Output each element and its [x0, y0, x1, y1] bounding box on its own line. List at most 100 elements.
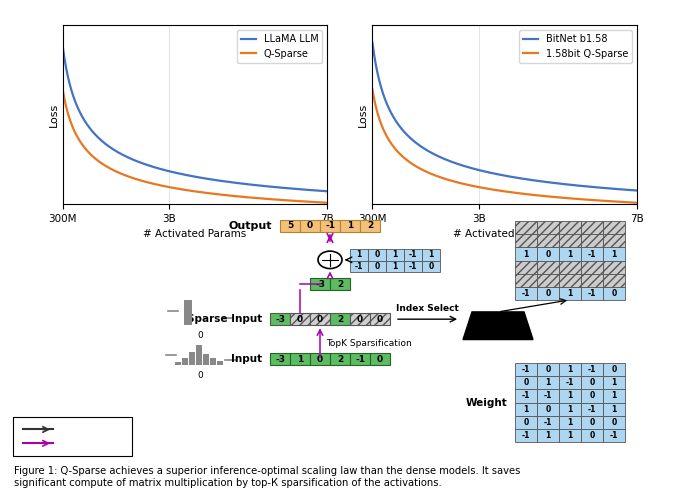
- Text: 0: 0: [546, 405, 551, 414]
- Bar: [515, 376, 537, 390]
- Bar: [603, 261, 625, 274]
- Bar: [559, 274, 581, 287]
- Bar: [581, 274, 603, 287]
- Text: 0: 0: [377, 314, 383, 324]
- Bar: [581, 429, 603, 442]
- Bar: [404, 249, 422, 261]
- Text: 0: 0: [317, 355, 323, 364]
- Bar: [603, 403, 625, 416]
- 1.58bit Q-Sparse: [525, 192, 534, 198]
- Text: -1: -1: [355, 355, 365, 364]
- Text: 1: 1: [393, 250, 397, 259]
- Text: -1: -1: [522, 392, 530, 401]
- Text: 1: 1: [567, 365, 573, 374]
- Bar: [581, 376, 603, 390]
- Text: 1: 1: [567, 405, 573, 414]
- Bar: [350, 261, 368, 272]
- Bar: [196, 345, 202, 365]
- Bar: [182, 358, 188, 365]
- Bar: [203, 354, 209, 365]
- LLaMA LLM: [58, 43, 67, 49]
- Bar: [300, 220, 320, 232]
- Q-Sparse: [58, 86, 67, 92]
- Bar: [581, 390, 603, 403]
- Bar: [360, 220, 380, 232]
- Bar: [603, 390, 625, 403]
- Line: LLaMA LLM: LLaMA LLM: [63, 46, 327, 191]
- Legend: LLaMA LLM, Q-Sparse: LLaMA LLM, Q-Sparse: [237, 30, 322, 62]
- Text: 0: 0: [523, 379, 529, 388]
- LLaMA LLM: [221, 178, 229, 184]
- Bar: [370, 313, 390, 326]
- Bar: [559, 416, 581, 429]
- Text: 0: 0: [590, 418, 594, 427]
- Bar: [537, 390, 559, 403]
- X-axis label: # Activated Params: # Activated Params: [143, 229, 246, 239]
- Text: 0: 0: [611, 289, 617, 298]
- Bar: [515, 234, 537, 247]
- Bar: [581, 234, 603, 247]
- Bar: [270, 313, 290, 326]
- LLaMA LLM: [323, 188, 331, 194]
- LLaMA LLM: [59, 49, 68, 55]
- Bar: [581, 363, 603, 376]
- LLaMA LLM: [216, 178, 224, 184]
- Text: 0: 0: [611, 365, 617, 374]
- Text: 0: 0: [307, 221, 313, 230]
- BitNet b1.58: [530, 177, 539, 183]
- Bar: [559, 234, 581, 247]
- Line: 1.58bit Q-Sparse: 1.58bit Q-Sparse: [372, 89, 637, 203]
- Text: 1: 1: [523, 405, 529, 414]
- Bar: [537, 403, 559, 416]
- Text: 1: 1: [393, 262, 397, 271]
- Bar: [603, 221, 625, 234]
- Text: 0: 0: [546, 289, 551, 298]
- Bar: [603, 376, 625, 390]
- Bar: [515, 403, 537, 416]
- Text: -1: -1: [355, 262, 363, 271]
- Text: 0: 0: [197, 371, 203, 380]
- Bar: [515, 287, 537, 300]
- Bar: [603, 274, 625, 287]
- Bar: [330, 353, 350, 365]
- Line: Q-Sparse: Q-Sparse: [63, 89, 327, 203]
- Text: -1: -1: [544, 392, 552, 401]
- Bar: [537, 416, 559, 429]
- Text: 0: 0: [428, 262, 434, 271]
- Bar: [603, 416, 625, 429]
- Bar: [515, 390, 537, 403]
- Bar: [350, 249, 368, 261]
- Text: 1: 1: [611, 405, 617, 414]
- Text: -1: -1: [588, 405, 596, 414]
- Bar: [581, 403, 603, 416]
- Text: Backward: Backward: [59, 439, 103, 448]
- Bar: [515, 429, 537, 442]
- Text: 0: 0: [357, 314, 363, 324]
- Text: 2: 2: [337, 280, 343, 289]
- Bar: [559, 247, 581, 261]
- Bar: [320, 220, 340, 232]
- Text: -1: -1: [522, 289, 530, 298]
- Bar: [386, 261, 404, 272]
- Text: 1: 1: [611, 249, 617, 259]
- Bar: [330, 313, 350, 326]
- Text: 1: 1: [546, 431, 551, 440]
- Bar: [370, 353, 390, 365]
- 1.58bit Q-Sparse: [608, 198, 616, 204]
- Bar: [559, 390, 581, 403]
- Text: -3: -3: [275, 355, 285, 364]
- Bar: [422, 261, 440, 272]
- Text: 0: 0: [546, 249, 551, 259]
- Bar: [184, 300, 192, 326]
- Q-Sparse: [215, 192, 223, 198]
- Text: 0: 0: [590, 392, 594, 401]
- Text: Sparse Input: Sparse Input: [187, 314, 262, 324]
- Text: 5: 5: [287, 221, 293, 230]
- Text: 0: 0: [197, 331, 203, 340]
- BitNet b1.58: [608, 185, 616, 192]
- Text: 0: 0: [523, 418, 529, 427]
- Bar: [210, 358, 216, 365]
- Text: -1: -1: [409, 250, 417, 259]
- Text: -1: -1: [522, 365, 530, 374]
- Bar: [422, 249, 440, 261]
